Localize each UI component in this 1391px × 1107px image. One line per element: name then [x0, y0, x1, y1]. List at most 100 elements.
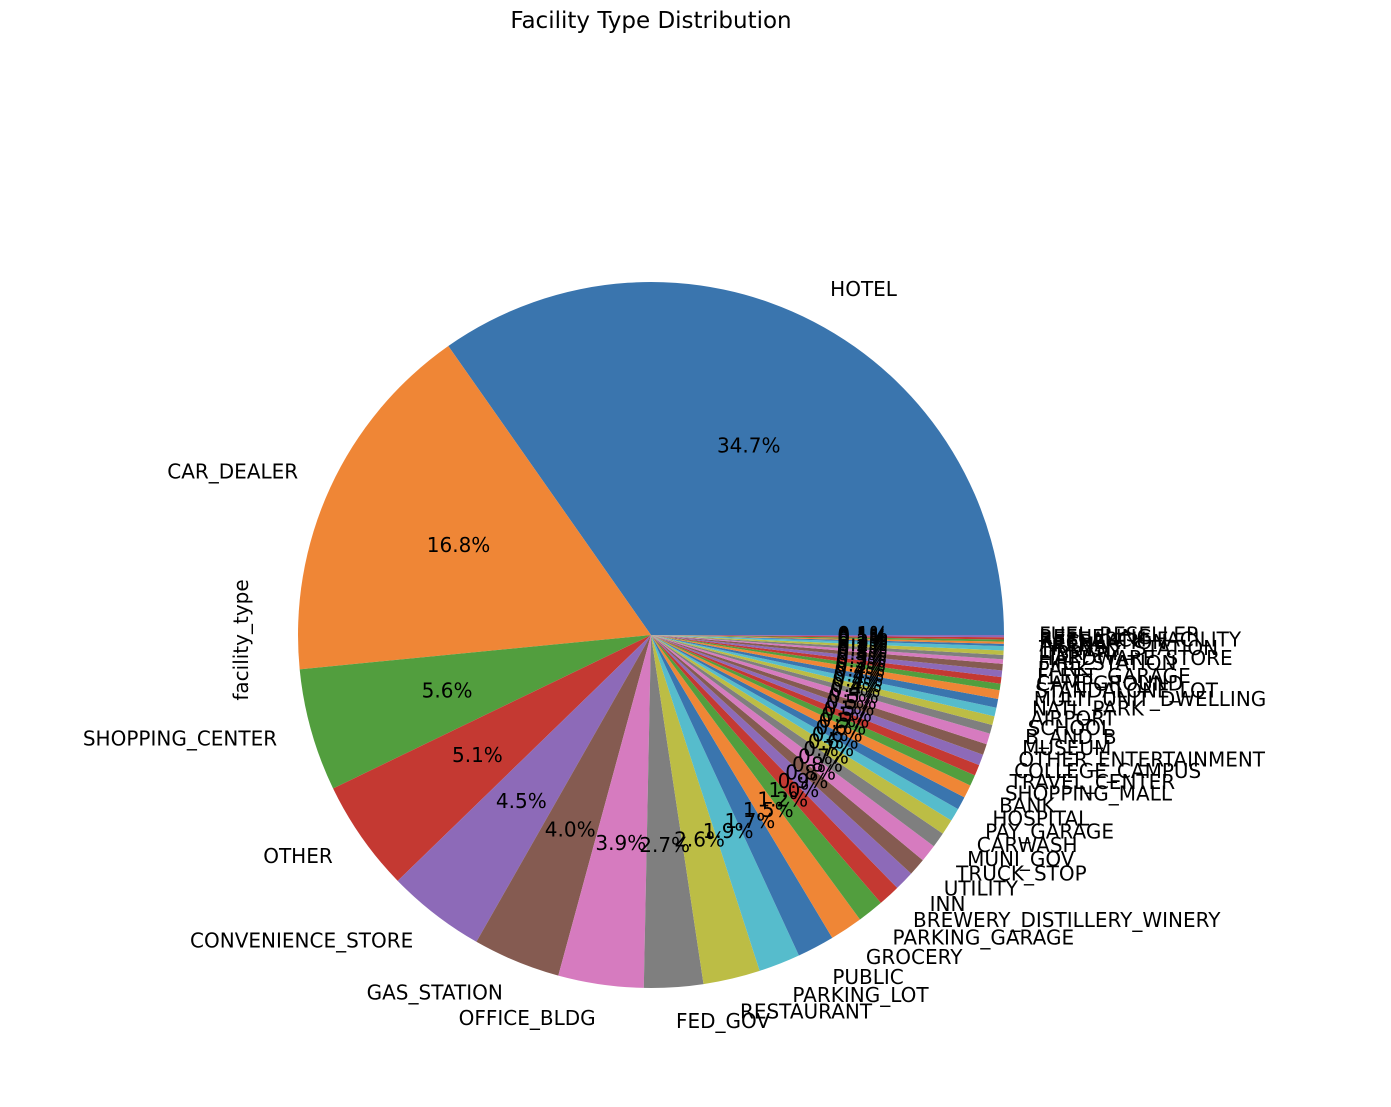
slice-percent-inn: 0.9% [778, 769, 829, 793]
slice-percent-park: 0.3% [837, 641, 888, 665]
slice-label-public: PUBLIC [832, 965, 903, 989]
slice-label-school: SCHOOL [1028, 716, 1113, 740]
slice-label-fed-gov: FED_GOV [676, 1009, 770, 1033]
slice-percent-natl-park: 0.4% [833, 663, 884, 687]
pie-slice-library [651, 635, 1004, 655]
slice-percent-hospital: 0.6% [812, 722, 863, 746]
slice-label-standalone-lot: STANDALONE_LOT [1035, 679, 1219, 703]
slice-label-hardware-store: HARDWARE_STORE [1039, 646, 1233, 670]
slice-label-hotel: HOTEL [830, 277, 898, 301]
pie-slice-shopping-mall [651, 635, 975, 786]
slice-label-park: PARK [1038, 657, 1090, 681]
pie-slice-park [651, 635, 1003, 671]
pie-slices [298, 281, 1004, 988]
pie-slice-other-entertainment [651, 635, 987, 755]
slice-label-travel-center: TRAVEL_CENTER [1009, 770, 1176, 794]
slice-label-natl-park: NATL_PARK [1032, 697, 1145, 721]
slice-percent-truck-stop: 0.8% [792, 752, 843, 776]
slice-percent-car-dealer: 16.8% [427, 533, 491, 557]
pie-slice-bank [651, 635, 971, 798]
slice-percent-other: 5.1% [452, 743, 503, 767]
pie-slice-truck-stop [651, 635, 934, 861]
pie-slice-museum [651, 635, 990, 745]
slice-percent-recreation: 0.1% [837, 626, 888, 650]
slice-label-brewery-distillery-winery: BREWERY_DISTILLERY_WINERY [913, 908, 1221, 932]
slice-label-car-dealer: CAR_DEALER [167, 459, 298, 483]
pie-slice-b-and-b [651, 635, 993, 734]
pie-slice-hardware-store [651, 635, 1004, 660]
slice-label-library: LIBRARY [1039, 641, 1122, 665]
slice-label-refueling: REFUELING [1039, 625, 1152, 649]
slice-percent-muni-gov: 0.7% [798, 744, 849, 768]
slice-label-b-and-b: B_AND_B [1025, 725, 1116, 749]
pie-slice-multi-unit-dwelling [651, 635, 1000, 700]
slice-percent-library: 0.2% [837, 632, 888, 656]
slice-label-other: OTHER [263, 844, 333, 868]
pie-slice-brewery-distillery-winery [651, 635, 898, 903]
percentage-labels: 34.7%16.8%5.6%5.1%4.5%4.0%3.9%2.7%2.6%1.… [422, 434, 889, 857]
pie-slice-standalone-lot [651, 635, 1001, 691]
slice-percent-other-entertainment: 0.5% [826, 690, 877, 714]
slice-percent-bank: 0.6% [815, 715, 866, 739]
slice-percent-transit-station: 0.2% [837, 629, 888, 653]
pie-slice-inn [651, 635, 912, 888]
pie-slice-transit-station [651, 635, 1004, 651]
slice-percent-standalone-lot: 0.3% [835, 653, 886, 677]
slice-percent-grocery: 1.5% [743, 798, 794, 822]
pie-slice-airport [651, 635, 997, 717]
slice-label-transit-station: TRANSIT_STATION [1038, 636, 1218, 660]
slice-percent-hardware-store: 0.2% [837, 635, 888, 659]
pie-slice-office-bldg [558, 635, 651, 988]
slice-percent-utility: 0.8% [785, 761, 836, 785]
slice-label-shopping-mall: SHOPPING_MALL [1005, 781, 1173, 805]
pie-slice-car-dealer [298, 345, 651, 670]
slice-percent-travel-center: 0.5% [821, 703, 872, 727]
slice-percent-hotel: 34.7% [717, 434, 781, 458]
slice-percent-multi-unit-dwelling: 0.4% [834, 657, 885, 681]
slice-percent-college-campus: 0.5% [824, 696, 875, 720]
slice-label-other-entertainment: OTHER_ENTERTAINMENT [1018, 747, 1265, 771]
slice-percent-brewery-distillery-winery: 1.0% [768, 778, 819, 802]
pie-slice-college-campus [651, 635, 984, 766]
slice-percent-convenience-store: 4.5% [496, 789, 547, 813]
slice-label-muni-gov: MUNI_GOV [967, 847, 1075, 871]
slice-percent-fed-gov: 2.7% [639, 833, 690, 857]
slice-percent-carwash: 0.7% [803, 737, 854, 761]
pie-slice-campground [651, 635, 1002, 684]
slice-label-fuel-reseller: FUEL_RESELLER [1039, 623, 1200, 647]
slice-label-restaurant: RESTAURANT [740, 999, 873, 1023]
slice-label-airport: AIRPORT [1030, 706, 1117, 730]
chart-title: Facility Type Distribution [510, 8, 791, 34]
pie-slice-hotel [448, 281, 1004, 635]
pie-slice-travel-center [651, 635, 980, 776]
pie-slice-fire-station [651, 635, 1004, 664]
pie-slice-gas-station [476, 635, 651, 976]
slice-percent-parking-lot: 1.9% [703, 819, 754, 843]
pie-slice-utility [651, 635, 923, 874]
slice-label-grocery: GROCERY [866, 945, 963, 969]
pie-slice-parking-lot [651, 635, 799, 971]
slice-percent-public: 1.7% [724, 809, 775, 833]
category-labels: HOTEL CAR_DEALER SHOPPING_CENTER OTHER CONVE… [83, 277, 1266, 1033]
slice-label-fleet-garage: FLEET_GARAGE [1037, 664, 1191, 688]
pie-slice-arena [651, 635, 1004, 647]
pie-slice-natl-park [651, 635, 999, 708]
slice-label-parking-garage: PARKING_GARAGE [893, 926, 1075, 950]
slice-label-fire-station: FIRE_STATION [1038, 651, 1176, 675]
pie-slice-fed-gov [643, 635, 704, 988]
slice-label-pay-garage: PAY_GARAGE [985, 819, 1114, 843]
slice-label-shopping-center: SHOPPING_CENTER [83, 726, 277, 750]
pie-slice-grocery [651, 635, 861, 938]
slice-label-museum: MUSEUM [1022, 736, 1111, 760]
slice-label-hospital: HOSPITAL [992, 807, 1090, 831]
slice-percent-fleet-garage: 0.3% [836, 645, 887, 669]
slice-percent-pay-garage: 0.6% [808, 729, 859, 753]
pie-slice-convenience-store [397, 635, 651, 942]
slice-percent-gas-station: 4.0% [545, 817, 596, 841]
slice-percent-fuel-reseller: 0.1% [837, 622, 888, 646]
slice-label-gas-station: GAS_STATION [367, 980, 503, 1004]
pie-slice-public [651, 635, 833, 956]
slice-label-office-bldg: OFFICE_BLDG [459, 1006, 596, 1030]
